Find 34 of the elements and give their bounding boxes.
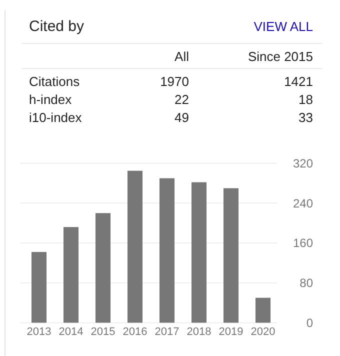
- chart-title: Cited by: [29, 18, 85, 35]
- text: Citations: [29, 74, 80, 89]
- text: 1970: [160, 74, 189, 89]
- y-tick-label: 0: [306, 316, 314, 330]
- bar: [255, 298, 271, 323]
- text: 22: [174, 92, 189, 107]
- x-tick-label: 2018: [186, 326, 212, 338]
- x-tick-label: 2013: [26, 326, 52, 338]
- bar: [63, 227, 79, 323]
- text: i10-index: [29, 110, 82, 125]
- y-tick-label: 160: [292, 236, 314, 250]
- text: h-index: [29, 92, 72, 107]
- bar: [159, 178, 175, 323]
- x-tick-label: 2015: [90, 326, 116, 338]
- text: 33: [298, 110, 313, 125]
- text: Since 2015: [248, 49, 313, 64]
- text: VIEW ALL: [254, 19, 313, 34]
- bar: [95, 213, 111, 323]
- x-tick-label: 2017: [154, 326, 180, 338]
- x-tick-label: 2016: [122, 326, 148, 338]
- x-tick-label: 2019: [218, 326, 244, 338]
- bar: [31, 252, 47, 323]
- bar: [223, 188, 239, 323]
- y-tick-label: 80: [300, 276, 314, 290]
- x-tick-label: 2020: [250, 326, 276, 338]
- text: 18: [298, 92, 313, 107]
- y-tick-label: 240: [292, 196, 314, 210]
- bar: [127, 170, 143, 323]
- bar: [191, 182, 207, 323]
- x-tick-label: 2014: [58, 326, 84, 338]
- text: All: [174, 49, 190, 64]
- text: 49: [174, 110, 189, 125]
- y-tick-label: 320: [292, 156, 314, 170]
- text: 1421: [284, 74, 313, 89]
